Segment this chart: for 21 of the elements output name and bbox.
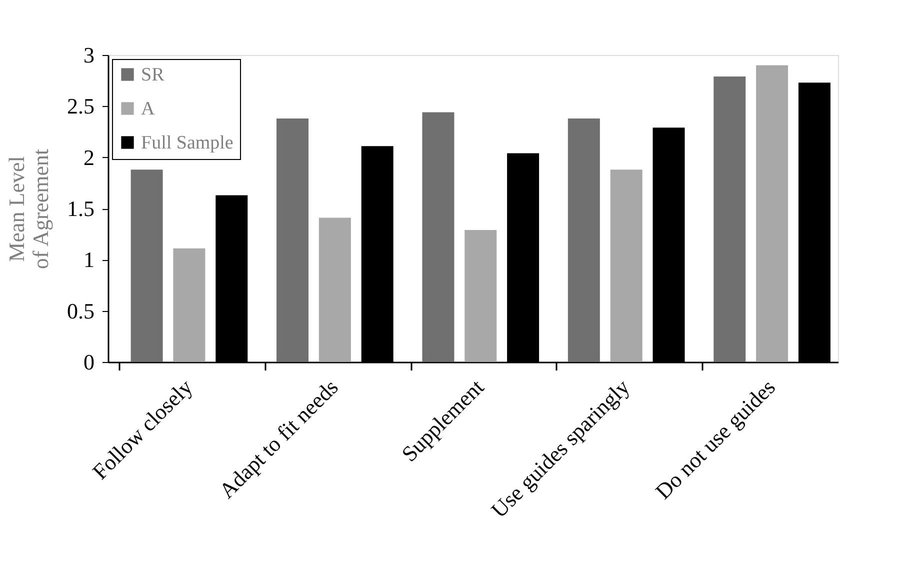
bar xyxy=(756,65,788,362)
y-tick-label: 2 xyxy=(84,144,94,170)
bar xyxy=(568,118,600,362)
bar xyxy=(318,218,351,362)
y-tick-label: 2.5 xyxy=(67,94,94,119)
bar xyxy=(714,76,746,362)
bar xyxy=(130,170,163,362)
y-tick-label: 3 xyxy=(84,42,94,68)
y-tick-label: 0.5 xyxy=(67,298,94,324)
legend-label: A xyxy=(141,98,155,120)
bar xyxy=(173,248,206,362)
legend-label: SR xyxy=(141,64,165,86)
bar xyxy=(422,112,454,362)
bar xyxy=(464,230,497,362)
bar xyxy=(610,170,642,362)
y-tick-label: 0 xyxy=(84,350,94,374)
y-axis-title: Mean Level of Agreement xyxy=(4,148,53,270)
y-tick-label: 1.5 xyxy=(67,196,94,221)
bar xyxy=(276,118,309,362)
legend-label: Full Sample xyxy=(141,132,234,154)
y-tick-label: 1 xyxy=(84,247,94,272)
